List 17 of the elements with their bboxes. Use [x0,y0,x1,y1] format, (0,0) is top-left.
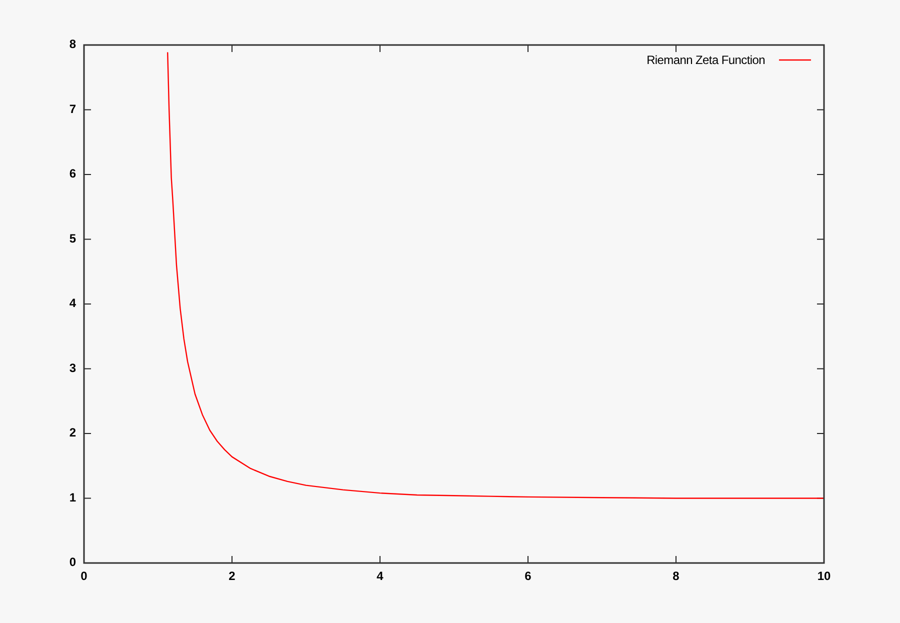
y-tick-label: 6 [69,166,76,181]
legend-label: Riemann Zeta Function [646,53,765,68]
line-series [167,52,825,499]
x-tick-label: 4 [376,569,384,584]
y-tick-label: 5 [69,231,76,246]
y-tick-label: 7 [69,102,76,116]
y-tick-label: 2 [69,426,76,440]
x-tick-label: 6 [524,569,532,584]
x-tick-label: 10 [817,569,831,584]
y-tick-label: 8 [69,37,76,52]
y-tick-label: 4 [69,296,76,310]
x-tick-label: 8 [672,569,680,584]
y-tick-label: 1 [69,490,76,504]
y-tick-label: 0 [69,555,76,570]
y-tick-label: 3 [69,360,76,375]
x-tick-label: 0 [80,569,88,584]
x-tick-label: 2 [228,569,236,584]
